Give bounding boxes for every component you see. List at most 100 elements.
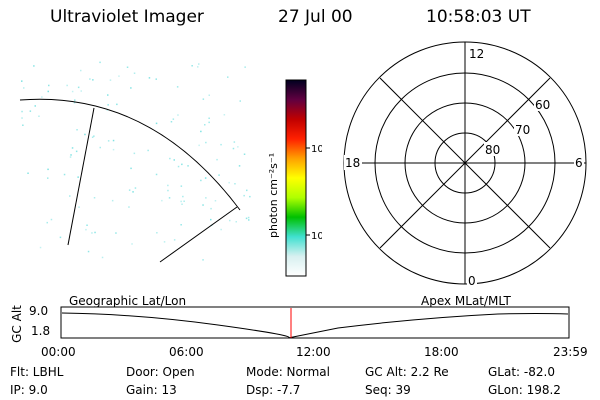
door-status: Door: Open (126, 365, 195, 379)
noise-dot (34, 105, 36, 107)
noise-dot (208, 94, 210, 96)
noise-dot (39, 246, 42, 249)
noise-dot (128, 189, 131, 191)
noise-dot (77, 176, 79, 178)
noise-dot (155, 78, 157, 80)
noise-dot (202, 204, 204, 206)
noise-dot (130, 87, 132, 89)
polar-mlt-plot: 12 18 6 0 60 70 80 (343, 41, 587, 288)
noise-dot (198, 63, 200, 65)
noise-dot (218, 174, 220, 176)
noise-dot (71, 90, 74, 93)
noise-dot (235, 221, 237, 223)
noise-dot (128, 206, 130, 208)
noise-dot (112, 148, 115, 151)
altitude-curve (61, 312, 569, 339)
noise-dot (180, 185, 183, 187)
noise-dot (47, 90, 49, 93)
noise-dot (167, 184, 169, 187)
noise-dot (205, 197, 207, 199)
noise-dot (167, 189, 169, 192)
noise-dot (229, 219, 231, 222)
x-tick-0600: 06:00 (169, 345, 204, 359)
noise-dot (111, 199, 114, 202)
noise-dot (80, 90, 82, 92)
scan-line-right (159, 206, 238, 263)
noise-dot (66, 84, 68, 87)
noise-dot (246, 189, 248, 192)
noise-dot (155, 173, 158, 176)
noise-dot (94, 231, 96, 234)
noise-dot (63, 173, 66, 176)
colorbar-label-10: 10 (311, 231, 322, 242)
noise-dot (78, 206, 80, 208)
noise-dot (204, 177, 207, 179)
noise-dot (21, 110, 23, 113)
noise-dot (233, 141, 236, 143)
noise-dot (234, 183, 236, 185)
noise-dot (22, 124, 24, 126)
noise-dot (29, 110, 32, 112)
noise-dot (168, 197, 171, 199)
diagonal-line-2 (379, 77, 551, 249)
noise-dot (93, 135, 95, 137)
noise-dot (99, 61, 101, 64)
noise-dot (80, 69, 82, 72)
glon-status: GLon: 198.2 (488, 383, 561, 397)
mlt-label-18: 18 (345, 156, 360, 170)
noise-dot (202, 98, 205, 100)
noise-dot (183, 200, 185, 202)
noise-dot (220, 228, 222, 231)
noise-dot (71, 147, 74, 149)
noise-dot (50, 218, 53, 221)
noise-dot (237, 146, 239, 148)
noise-dot (76, 129, 78, 131)
noise-dot (200, 179, 202, 182)
noise-dot (38, 115, 40, 117)
date-label: 27 Jul 00 (278, 7, 353, 27)
mode-status: Mode: Normal (246, 365, 330, 379)
noise-dot (23, 87, 25, 89)
noise-dot (59, 236, 62, 239)
noise-dot (176, 86, 179, 88)
lat-label-70: 70 (515, 123, 530, 137)
noise-dot (208, 121, 210, 124)
noise-dot (107, 140, 110, 142)
timeline-frame (60, 306, 570, 339)
noise-dot (247, 216, 250, 219)
noise-dot (161, 199, 163, 202)
noise-dot (46, 221, 48, 224)
noise-dot (85, 228, 87, 231)
y-max-label: 9.0 (29, 304, 49, 318)
altitude-timeline (60, 306, 570, 339)
mlt-label-12: 12 (469, 47, 484, 61)
uv-noise-dots (21, 61, 251, 261)
noise-dot (239, 100, 241, 102)
noise-dot (243, 194, 245, 197)
noise-dot (182, 195, 184, 198)
noise-dot (91, 232, 93, 234)
geographic-title: Geographic Lat/Lon (69, 294, 187, 308)
noise-dot (77, 86, 80, 89)
noise-dot (180, 200, 182, 203)
noise-dot (134, 187, 137, 189)
mlt-label-0: 0 (468, 274, 476, 288)
limb-arc (19, 98, 241, 211)
noise-dot (169, 157, 171, 160)
noise-dot (181, 203, 183, 205)
noise-dot (47, 168, 49, 171)
noise-dot (47, 177, 49, 179)
x-tick-0000: 00:00 (41, 345, 76, 359)
filter-status: Flt: LBHL (10, 365, 64, 379)
apex-title: Apex MLat/MLT (421, 294, 511, 308)
noise-dot (245, 217, 248, 220)
gc-alt-status: GC Alt: 2.2 Re (365, 365, 449, 379)
noise-dot (173, 239, 176, 241)
noise-dot (238, 165, 241, 167)
noise-dot (210, 218, 212, 221)
noise-dot (170, 121, 173, 123)
noise-dot (163, 241, 166, 243)
noise-dot (214, 200, 217, 202)
colorbar: 100 10 photon cm⁻²s⁻¹ (267, 79, 322, 277)
noise-dot (249, 195, 251, 198)
